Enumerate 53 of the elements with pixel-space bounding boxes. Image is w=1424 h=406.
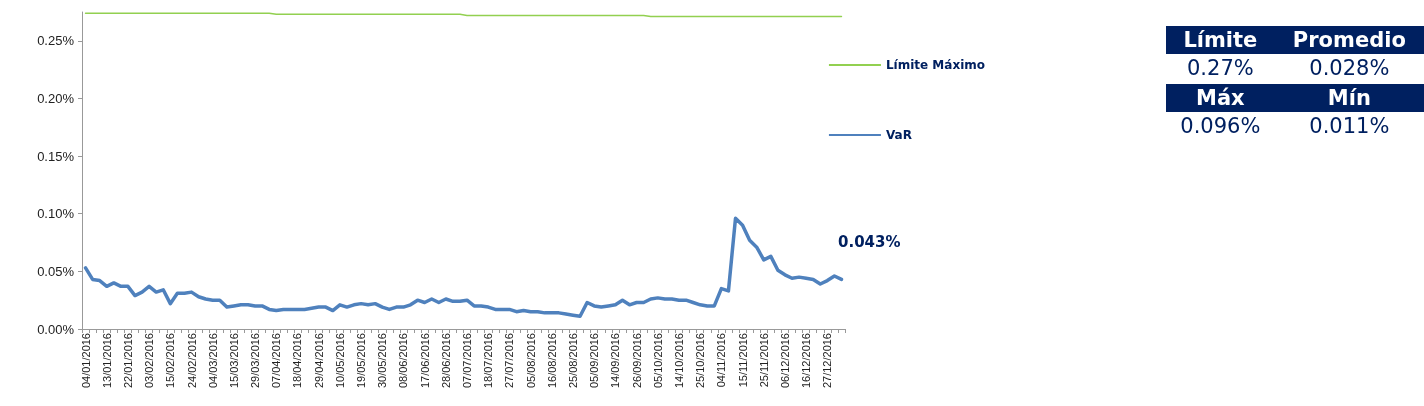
y-tick-label: 0.05% bbox=[37, 263, 75, 279]
category-label: Promedio bbox=[1274, 26, 1424, 54]
x-tick-label: 05/08/2016 bbox=[524, 333, 537, 389]
y-tick-label: 0.25% bbox=[37, 33, 75, 49]
x-tick-label: 25/10/2016 bbox=[694, 333, 707, 389]
x-tick-label: 26/09/2016 bbox=[630, 333, 643, 389]
x-tick-label: 27/12/2016 bbox=[821, 333, 834, 389]
x-tick-label: 16/08/2016 bbox=[545, 333, 558, 389]
x-tick-label: 04/01/2016 bbox=[79, 333, 92, 389]
text: 0.011% bbox=[1309, 114, 1390, 138]
x-tick-label: 25/08/2016 bbox=[567, 333, 579, 389]
y-tick-label: 0.00% bbox=[37, 321, 75, 337]
x-tick-label: 15/03/2016 bbox=[227, 333, 240, 389]
x-tick-label: 18/07/2016 bbox=[482, 333, 495, 389]
text: 0.028% bbox=[1309, 56, 1390, 80]
x-tick-label: 14/09/2016 bbox=[609, 333, 622, 389]
x-tick-label: 14/10/2016 bbox=[672, 333, 685, 389]
x-tick-label: 29/04/2016 bbox=[312, 333, 325, 389]
text: 0.27% bbox=[1186, 56, 1254, 80]
x-tick-label: 28/06/2016 bbox=[439, 333, 452, 389]
x-tick-label: 19/05/2016 bbox=[355, 333, 368, 389]
x-tick-label: 16/12/2016 bbox=[800, 333, 813, 389]
annotation: 0.043% bbox=[838, 232, 901, 251]
category-label: Límite bbox=[1166, 26, 1275, 54]
legend-label: Límite Máximo bbox=[885, 58, 986, 72]
x-tick-label: 05/10/2016 bbox=[651, 333, 664, 389]
category-label: Máx bbox=[1166, 84, 1275, 112]
x-tick-label: 27/07/2016 bbox=[503, 333, 516, 389]
x-tick-label: 04/11/2016 bbox=[715, 333, 728, 388]
legend-label: VaR bbox=[885, 128, 912, 142]
x-tick-label: 03/02/2016 bbox=[143, 333, 156, 389]
x-tick-label: 18/04/2016 bbox=[291, 333, 304, 389]
category-label: Mín bbox=[1274, 84, 1424, 112]
x-tick-label: 15/02/2016 bbox=[164, 333, 177, 389]
x-tick-label: 07/07/2016 bbox=[461, 333, 474, 389]
x-tick-label: 05/09/2016 bbox=[588, 333, 601, 389]
x-tick-label: 07/04/2016 bbox=[270, 333, 283, 389]
x-tick-label: 08/06/2016 bbox=[397, 333, 410, 389]
x-tick-label: 30/05/2016 bbox=[376, 333, 389, 389]
x-tick-label: 24/02/2016 bbox=[185, 333, 198, 389]
y-tick-label: 0.15% bbox=[37, 148, 75, 164]
x-tick-label: 29/03/2016 bbox=[249, 333, 262, 389]
x-tick-label: 22/01/2016 bbox=[121, 333, 134, 389]
x-tick-label: 17/06/2016 bbox=[418, 333, 431, 389]
x-tick-label: 13/01/2016 bbox=[100, 333, 113, 389]
y-tick-label: 0.20% bbox=[37, 90, 75, 106]
x-tick-label: 25/11/2016 bbox=[757, 333, 770, 388]
text: 0.096% bbox=[1180, 114, 1261, 138]
x-tick-label: 04/03/2016 bbox=[206, 333, 219, 389]
x-tick-label: 10/05/2016 bbox=[333, 333, 346, 389]
x-tick-label: 06/12/2016 bbox=[778, 333, 791, 389]
y-tick-label: 0.10% bbox=[37, 206, 75, 222]
x-tick-label: 15/11/2016 bbox=[736, 333, 749, 388]
